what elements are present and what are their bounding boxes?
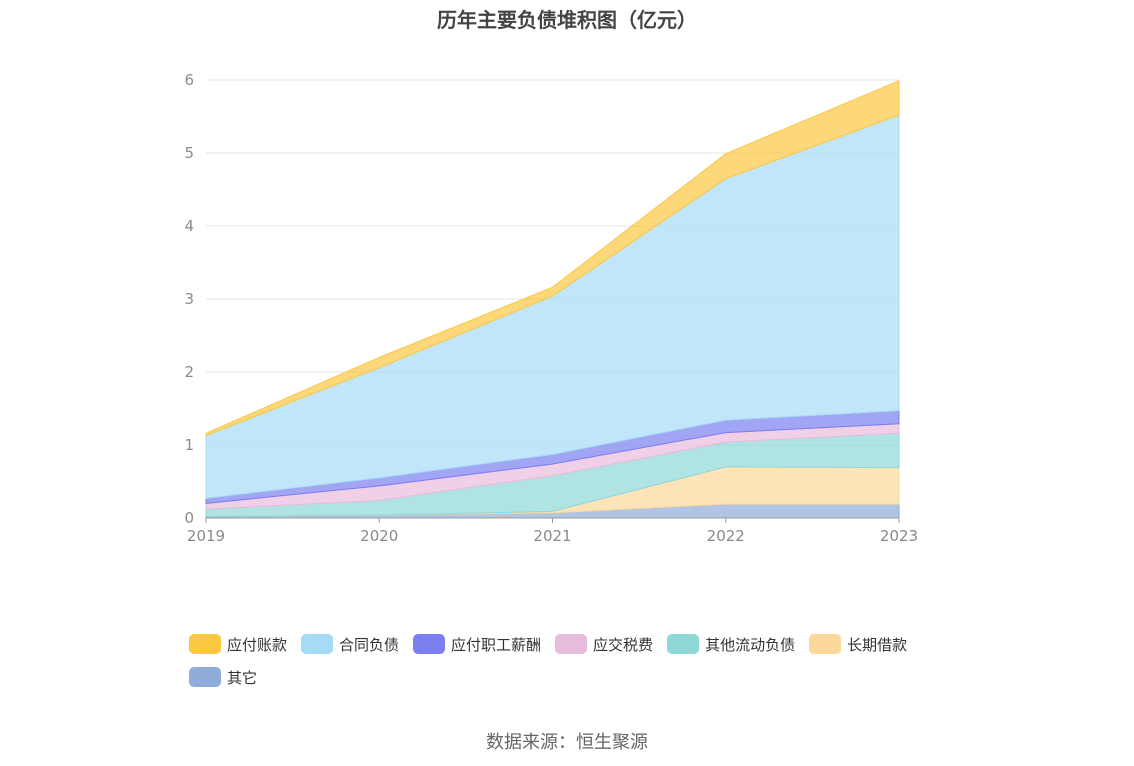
legend-label: 长期借款 — [847, 635, 908, 654]
legend-label: 其他流动负债 — [705, 635, 796, 654]
y-tick-label: 1 — [184, 436, 194, 454]
legend-swatch — [809, 634, 842, 654]
y-tick-label: 4 — [184, 217, 194, 235]
legend-item[interactable]: 其它 — [189, 663, 257, 691]
x-tick-label: 2022 — [707, 527, 745, 545]
y-tick-label: 6 — [184, 71, 194, 89]
legend-swatch — [667, 634, 700, 654]
x-tick-label: 2023 — [880, 527, 918, 545]
legend-label: 应付账款 — [227, 635, 288, 654]
x-tick-label: 2020 — [360, 527, 398, 545]
legend-label: 合同负债 — [339, 635, 400, 654]
y-tick-label: 2 — [184, 363, 194, 381]
x-tick-label: 2021 — [533, 527, 571, 545]
legend-swatch — [189, 667, 221, 687]
legend: 应付账款 合同负债 应付职工薪酬 应交税费 其他流动负债 长期借款其它 — [189, 630, 989, 696]
legend-swatch — [555, 634, 588, 654]
x-tick-label: 2019 — [187, 527, 225, 545]
area-series-6[interactable] — [205, 79, 900, 437]
axes: 0 1 2 3 4 5 6 2019 2020 2021 2022 2023 — [184, 71, 918, 545]
legend-swatch — [301, 634, 334, 654]
legend-item[interactable]: 应交税费 — [555, 630, 653, 658]
legend-swatch — [413, 634, 446, 654]
area-series-group — [205, 79, 900, 519]
y-tick-label: 3 — [184, 290, 194, 308]
legend-item[interactable]: 合同负债 — [301, 630, 399, 658]
legend-label: 应交税费 — [593, 635, 654, 654]
legend-item[interactable]: 应付职工薪酬 — [413, 630, 541, 658]
legend-label: 其它 — [227, 668, 258, 687]
data-source-note: 数据来源：恒生聚源 — [486, 732, 648, 753]
legend-item[interactable]: 长期借款 — [809, 630, 907, 658]
legend-item[interactable]: 其他流动负债 — [667, 630, 795, 658]
y-tick-label: 5 — [184, 144, 194, 162]
y-tick-label: 0 — [184, 509, 194, 527]
chart-title: 历年主要负债堆积图（亿元） — [437, 8, 697, 32]
legend-swatch — [189, 634, 221, 654]
legend-label: 应付职工薪酬 — [451, 635, 542, 654]
legend-item[interactable]: 应付账款 — [189, 630, 287, 658]
